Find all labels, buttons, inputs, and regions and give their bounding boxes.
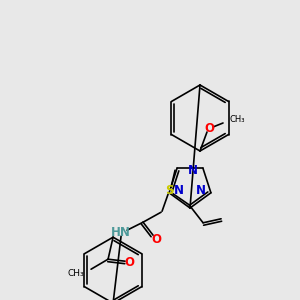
Text: HN: HN: [111, 226, 131, 239]
Text: O: O: [204, 122, 214, 136]
Text: N: N: [174, 184, 184, 197]
Text: N: N: [188, 164, 198, 177]
Text: O: O: [124, 256, 134, 269]
Text: S: S: [165, 184, 173, 197]
Text: CH₃: CH₃: [230, 116, 245, 124]
Text: O: O: [151, 233, 161, 246]
Text: N: N: [196, 184, 206, 197]
Text: CH₃: CH₃: [68, 269, 84, 278]
